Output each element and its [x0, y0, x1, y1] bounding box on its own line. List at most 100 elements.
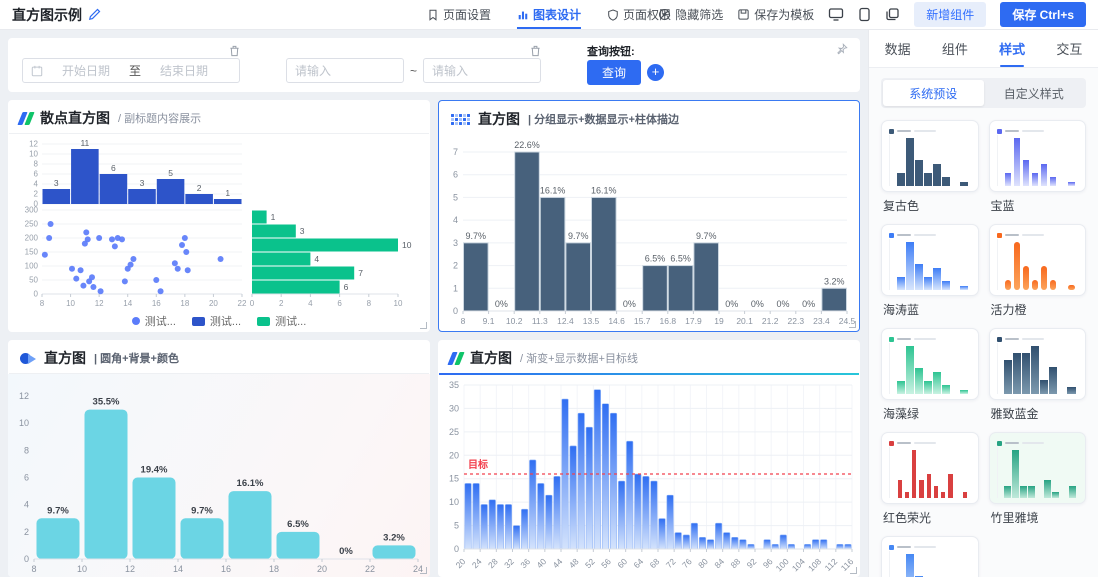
- add-filter-button[interactable]: +: [647, 64, 665, 81]
- preset-card[interactable]: 红色荣光: [881, 432, 979, 526]
- panel-gradient-histogram[interactable]: 直方图 / 渐变+显示数据+目标线 0 5 10 15 20 25 30 35 20 24 28 32…: [438, 340, 860, 577]
- scatter-point: [97, 288, 104, 295]
- nav-page-settings[interactable]: 页面设置: [427, 0, 491, 29]
- legend-item-hbar[interactable]: 测试...: [257, 313, 306, 329]
- copy-layers-icon[interactable]: [885, 7, 900, 22]
- mini-bar: [914, 575, 923, 577]
- histogram-bar: [844, 544, 852, 550]
- preset-label: 海涛蓝: [883, 303, 920, 317]
- hbar-bar: [251, 266, 354, 280]
- save-button[interactable]: 保存 Ctrl+s: [1000, 2, 1086, 27]
- svg-text:24.5: 24.5: [839, 316, 856, 326]
- header-divider: [9, 373, 429, 374]
- panel-title: 直方图: [478, 111, 520, 127]
- svg-text:3: 3: [140, 178, 145, 188]
- panel-header: 直方图 | 圆角+背景+颜色: [8, 340, 430, 373]
- legend-item-scatter[interactable]: 测试...: [131, 313, 176, 329]
- tab-style[interactable]: 样式: [995, 30, 1029, 67]
- segment-system-preset[interactable]: 系统预设: [883, 80, 984, 106]
- desktop-preview-icon[interactable]: [828, 7, 844, 22]
- panel-grouped-histogram[interactable]: 直方图 | 分组显示+数据显示+柱体描边 9.7% 0% 22.6% 16.1% 9.7…: [438, 100, 860, 332]
- panel-body: 3 11 6 3 5 2 1 0 2 4 6 8 10 12 0 50 100 150 200 250 300 8 10 12…: [8, 134, 430, 332]
- preset-card[interactable]: 复古色: [881, 120, 979, 214]
- svg-text:100: 100: [774, 556, 791, 573]
- add-component-button[interactable]: 新增组件: [914, 2, 987, 27]
- svg-text:250: 250: [25, 220, 39, 229]
- tab-data[interactable]: 数据: [884, 42, 911, 57]
- save-as-template-button[interactable]: 保存为模板: [737, 6, 814, 23]
- histogram-bar: [593, 389, 601, 550]
- svg-text:6: 6: [337, 299, 342, 308]
- nav-chart-design[interactable]: 图表设计: [516, 0, 582, 29]
- mobile-preview-icon[interactable]: [858, 7, 871, 22]
- histogram-bar: [84, 409, 128, 559]
- histogram-bar: [731, 536, 739, 550]
- date-range-input[interactable]: 至: [22, 58, 240, 83]
- svg-text:22: 22: [365, 564, 375, 574]
- preset-preview: [988, 432, 1086, 504]
- mini-bar: [1022, 352, 1031, 394]
- panel-title: 直方图: [44, 350, 86, 366]
- range-min-input[interactable]: [295, 63, 395, 78]
- mini-bar: [1041, 164, 1048, 186]
- trash-icon[interactable]: [530, 45, 541, 57]
- edit-title-icon[interactable]: [88, 8, 101, 21]
- resize-handle[interactable]: [850, 567, 857, 574]
- svg-text:10.2: 10.2: [506, 316, 523, 326]
- query-button[interactable]: 查询: [587, 60, 642, 85]
- mini-bar: [941, 492, 946, 498]
- mini-bar: [932, 268, 941, 290]
- legend-item-histogram[interactable]: 测试...: [191, 313, 241, 329]
- range-max-input[interactable]: [432, 63, 533, 78]
- preset-card[interactable]: 雅致蓝金: [988, 328, 1086, 422]
- mini-bar: [905, 138, 914, 186]
- panel-scatter-histogram[interactable]: 散点直方图 / 副标题内容展示 3 11 6 3 5 2 1 0 2 4 6 8 10 12 0 50 100 1…: [8, 100, 430, 332]
- top-bar: 直方图示例 页面设置 图表设计 页面权限 隐藏筛选 保存为模板: [0, 0, 1098, 30]
- preset-card[interactable]: 蓝绘未来: [881, 536, 979, 577]
- panel-header: 直方图 | 分组显示+数据显示+柱体描边: [439, 101, 859, 134]
- histogram-bar: [553, 476, 561, 550]
- trash-icon[interactable]: [229, 45, 240, 57]
- preset-card[interactable]: 活力橙: [988, 224, 1086, 318]
- calendar-icon: [31, 65, 43, 76]
- svg-text:12: 12: [95, 299, 104, 308]
- legend-label: 测试...: [275, 316, 307, 328]
- resize-handle[interactable]: [420, 322, 427, 329]
- mini-chart-icon: [996, 336, 1002, 342]
- scatter-point: [124, 265, 131, 272]
- mini-bars: [996, 135, 1079, 186]
- end-date-input[interactable]: [145, 63, 224, 78]
- histogram-bars: 3 11 6 3 5 2 1: [42, 138, 242, 204]
- preset-card[interactable]: 海涛蓝: [881, 224, 979, 318]
- segment-custom-style[interactable]: 自定义样式: [1003, 86, 1064, 101]
- histogram-bar: [42, 189, 71, 204]
- tab-interaction[interactable]: 交互: [1056, 42, 1083, 57]
- svg-text:0: 0: [34, 200, 39, 209]
- mini-bar: [1028, 486, 1036, 498]
- preset-card[interactable]: 海藻绿: [881, 328, 979, 422]
- hide-filter-button[interactable]: 隐藏筛选: [658, 6, 723, 23]
- nav-page-permission[interactable]: 页面权限: [607, 0, 671, 29]
- resize-handle[interactable]: [849, 321, 856, 328]
- preset-card[interactable]: 宝蓝: [988, 120, 1086, 214]
- scatter-point: [181, 235, 188, 241]
- histogram-bar: [472, 483, 480, 550]
- mini-bar: [1023, 159, 1030, 186]
- panel-rounded-histogram[interactable]: 直方图 | 圆角+背景+颜色 9.7% 35.5% 19.4% 9.7% 16.1% 6.…: [8, 340, 430, 577]
- mini-chart-icon: [889, 232, 894, 238]
- histogram-bar: [577, 412, 585, 550]
- chart-icon: [518, 11, 528, 19]
- preset-card[interactable]: 竹里雅境: [988, 432, 1086, 526]
- slash-icon: [17, 111, 35, 125]
- panel-subtitle: | 分组显示+数据显示+柱体描边: [528, 114, 679, 126]
- tab-component[interactable]: 组件: [941, 42, 968, 57]
- svg-text:8: 8: [31, 564, 36, 574]
- start-date-input[interactable]: [47, 63, 125, 78]
- resize-handle[interactable]: [420, 567, 427, 574]
- svg-text:11.3: 11.3: [532, 316, 548, 326]
- pin-icon[interactable]: [836, 43, 848, 55]
- svg-text:88: 88: [728, 556, 742, 570]
- save-template-icon: [738, 9, 749, 20]
- svg-text:20: 20: [317, 564, 327, 574]
